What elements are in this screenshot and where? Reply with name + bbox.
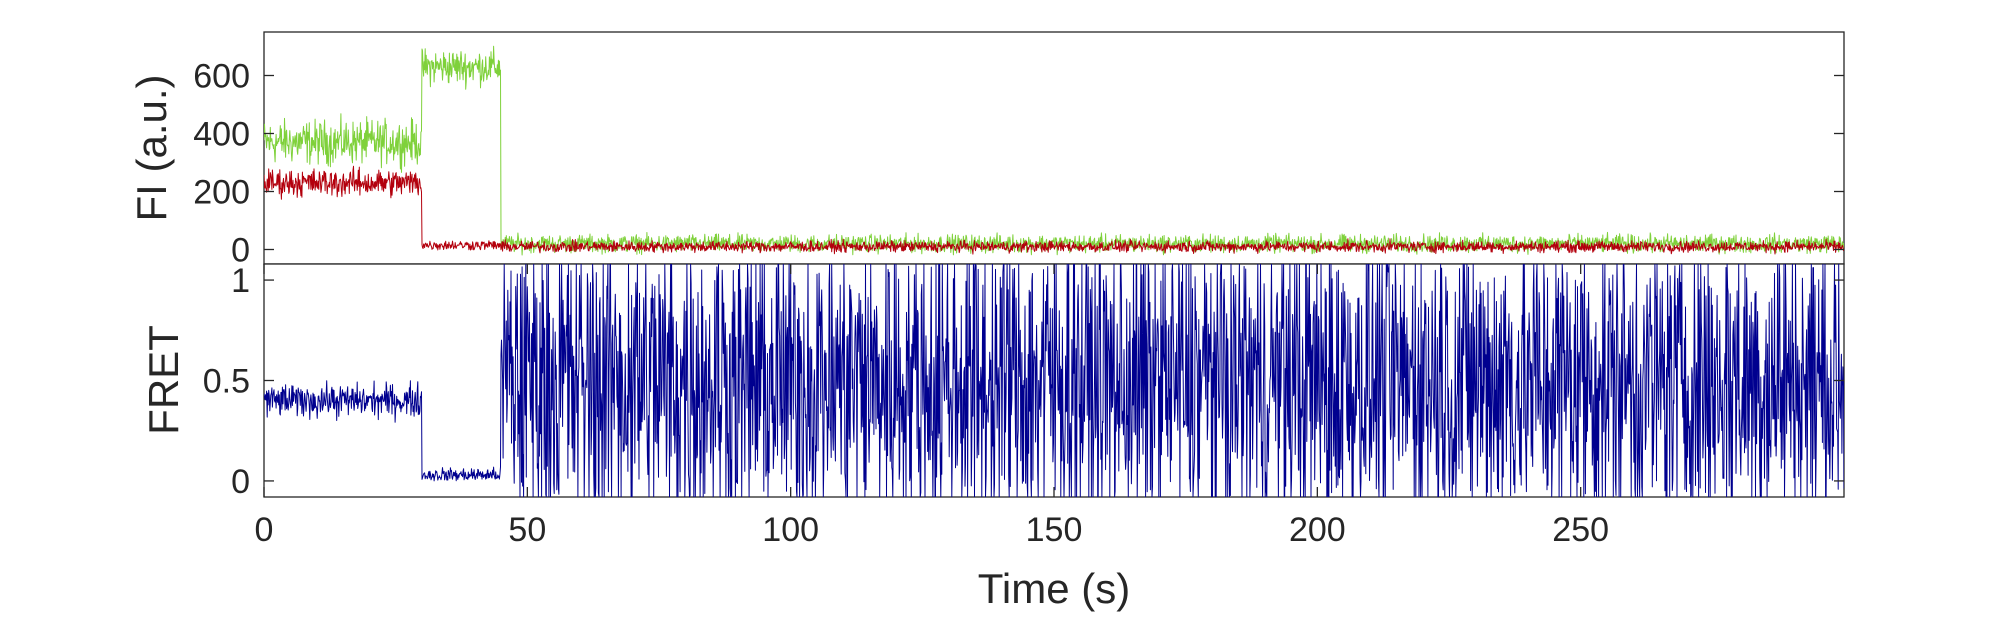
fret-traces	[264, 264, 1844, 497]
intensity-plot-area	[263, 31, 1845, 265]
intensity-y-axis-label: FI (a.u.)	[128, 74, 175, 221]
intensity-traces	[264, 45, 1844, 256]
x-tick-label: 200	[1289, 511, 1346, 549]
x-tick-label: 100	[762, 511, 819, 549]
fret-y-ticks: 00.51	[203, 262, 1844, 501]
intensity-y-ticks: 0 200 400 600	[193, 58, 1844, 270]
acceptor-trace	[264, 165, 1844, 255]
x-tick-label: 150	[1026, 511, 1083, 549]
y-tick-label: 0	[231, 232, 250, 270]
fret-y-axis-label: FRET	[140, 325, 187, 435]
y-tick-label: 1	[231, 262, 250, 300]
time-x-ticks: 0 50 100 150 200 250	[255, 264, 1609, 549]
x-tick-label: 50	[508, 511, 546, 549]
intensity-panel: 0 200 400 600 FI (a.u.)	[128, 31, 1845, 270]
x-tick-label: 0	[255, 511, 274, 549]
y-tick-label: 400	[193, 116, 250, 154]
fret-trace	[264, 264, 1844, 497]
fret-panel: 00.51 0 50 100 150 200 250 FRET Time (s)	[140, 262, 1845, 612]
y-tick-label: 200	[193, 174, 250, 212]
y-tick-label: 0.5	[203, 363, 250, 401]
y-tick-label: 0	[231, 463, 250, 501]
y-tick-label: 600	[193, 58, 250, 96]
time-x-axis-label: Time (s)	[978, 565, 1130, 612]
x-tick-label: 250	[1552, 511, 1609, 549]
